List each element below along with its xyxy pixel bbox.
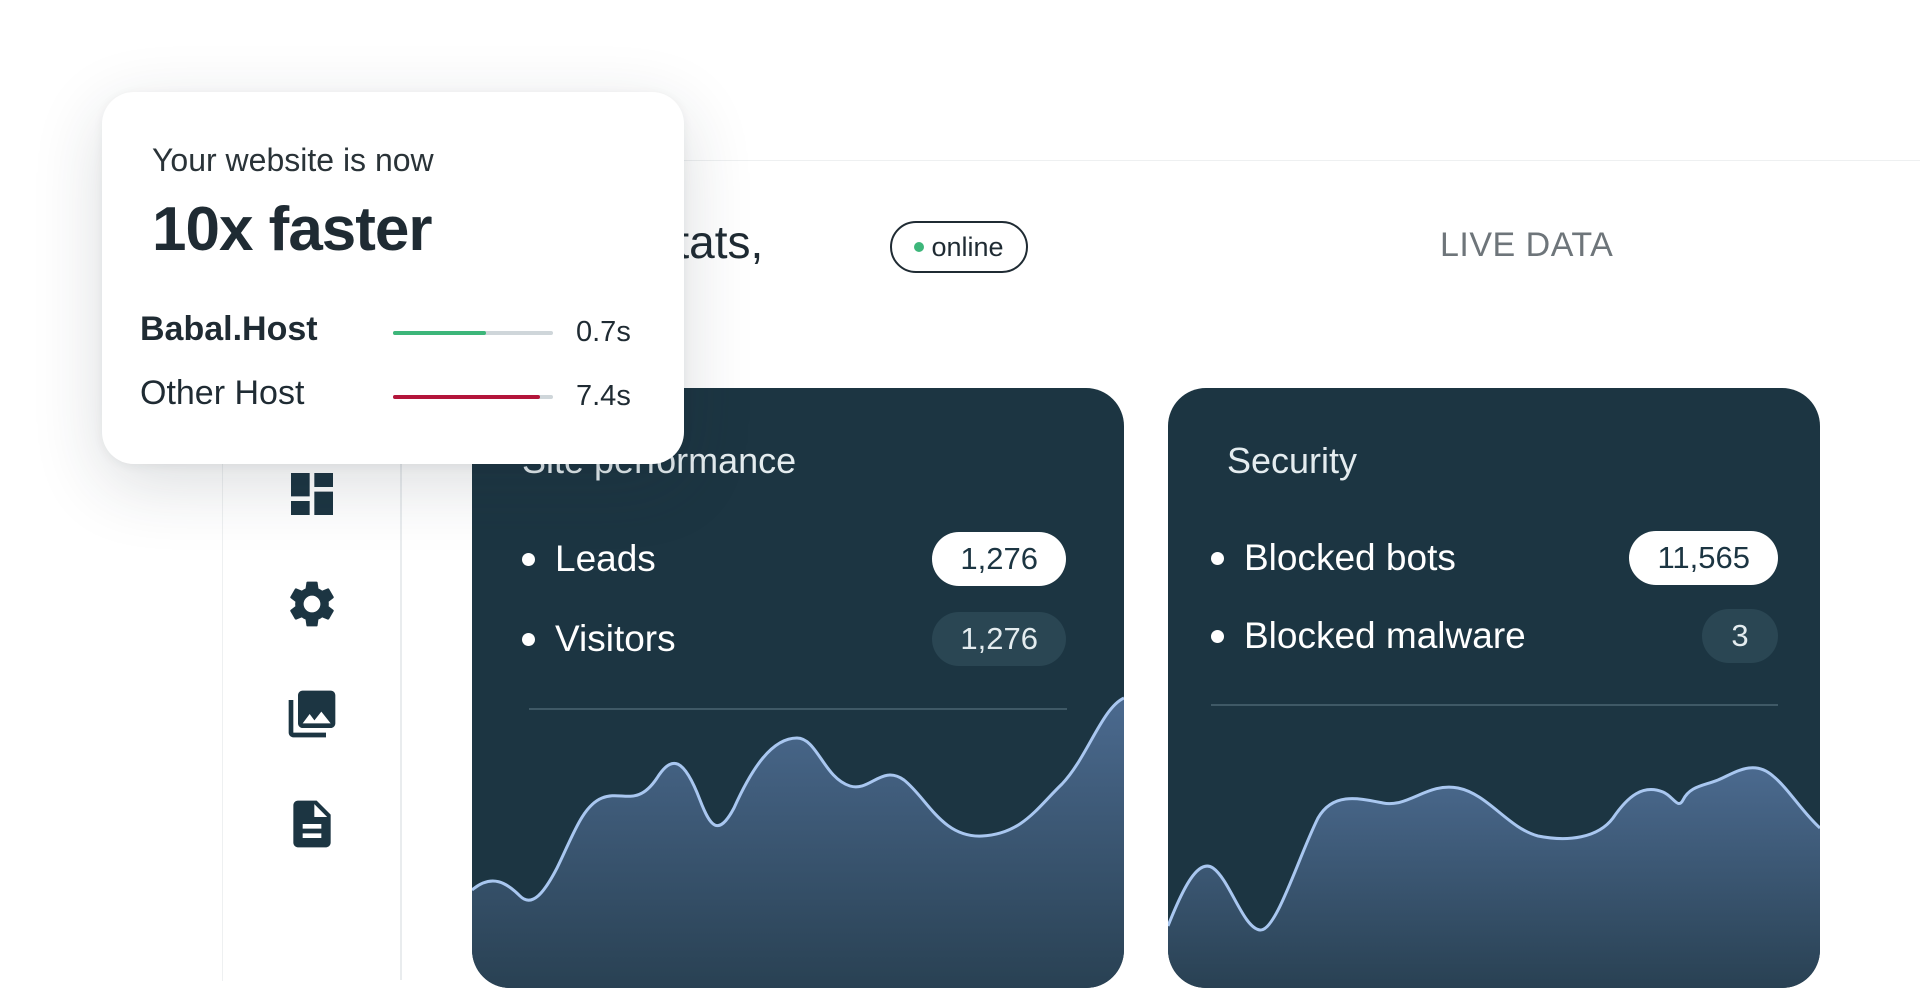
metric-label: Blocked malware bbox=[1244, 615, 1526, 656]
host-load-time: 0.7s bbox=[576, 316, 631, 348]
metric-label: Blocked bots bbox=[1244, 537, 1456, 578]
bullet bbox=[1211, 551, 1224, 565]
speed-bar-fill bbox=[393, 395, 541, 399]
dashboard-icon[interactable] bbox=[284, 466, 340, 522]
card-divider bbox=[529, 708, 1067, 710]
bullet bbox=[1211, 629, 1224, 643]
metric-row-leads: Leads 1,276 bbox=[522, 531, 1066, 587]
performance-wave-chart bbox=[472, 696, 1124, 988]
card-divider bbox=[1211, 704, 1778, 706]
speed-comparison-popup: Your website is now 10x faster Babal.Hos… bbox=[102, 92, 684, 464]
popup-headline: 10x faster bbox=[152, 195, 433, 264]
popup-intro: Your website is now bbox=[152, 142, 434, 178]
wave-line bbox=[1168, 766, 1820, 932]
metric-row-blocked-malware: Blocked malware 3 bbox=[1211, 608, 1778, 664]
metric-value-pill: 1,276 bbox=[932, 612, 1066, 666]
metric-row-blocked-bots: Blocked bots 11,565 bbox=[1211, 530, 1778, 586]
status-badge: online bbox=[890, 221, 1028, 273]
speed-bar-track bbox=[393, 395, 553, 399]
wave-area bbox=[1168, 767, 1820, 988]
wave-line bbox=[472, 696, 1124, 902]
metric-label: Visitors bbox=[555, 618, 676, 659]
sidebar-divider bbox=[400, 440, 402, 980]
host-row-babal: Babal.Host 0.7s bbox=[140, 310, 660, 354]
gear-icon[interactable] bbox=[284, 576, 340, 632]
host-name: Babal.Host bbox=[140, 310, 318, 348]
host-name: Other Host bbox=[140, 374, 305, 412]
security-card: Security Blocked bots 11,565 Blocked mal… bbox=[1168, 388, 1820, 988]
metric-value-pill: 1,276 bbox=[932, 532, 1066, 586]
metric-value-pill: 11,565 bbox=[1629, 531, 1778, 585]
metric-row-visitors: Visitors 1,276 bbox=[522, 611, 1066, 667]
card-title: Security bbox=[1227, 440, 1358, 481]
document-icon[interactable] bbox=[284, 796, 340, 852]
speed-bar-fill bbox=[393, 331, 486, 335]
metric-label: Leads bbox=[555, 538, 656, 579]
site-performance-card: Site performance Leads 1,276 Visitors 1,… bbox=[472, 388, 1124, 988]
host-load-time: 7.4s bbox=[576, 380, 631, 412]
speed-bar-track bbox=[393, 331, 553, 335]
bullet bbox=[522, 552, 535, 566]
wave-area bbox=[472, 698, 1124, 988]
bullet bbox=[522, 632, 535, 646]
security-wave-chart bbox=[1168, 766, 1820, 988]
host-row-other: Other Host 7.4s bbox=[140, 374, 660, 418]
status-label: online bbox=[931, 231, 1004, 262]
photo-library-icon[interactable] bbox=[284, 686, 340, 742]
metric-value-pill: 3 bbox=[1702, 609, 1778, 663]
live-data-label: LIVE DATA bbox=[1440, 226, 1614, 264]
online-dot bbox=[914, 242, 925, 252]
